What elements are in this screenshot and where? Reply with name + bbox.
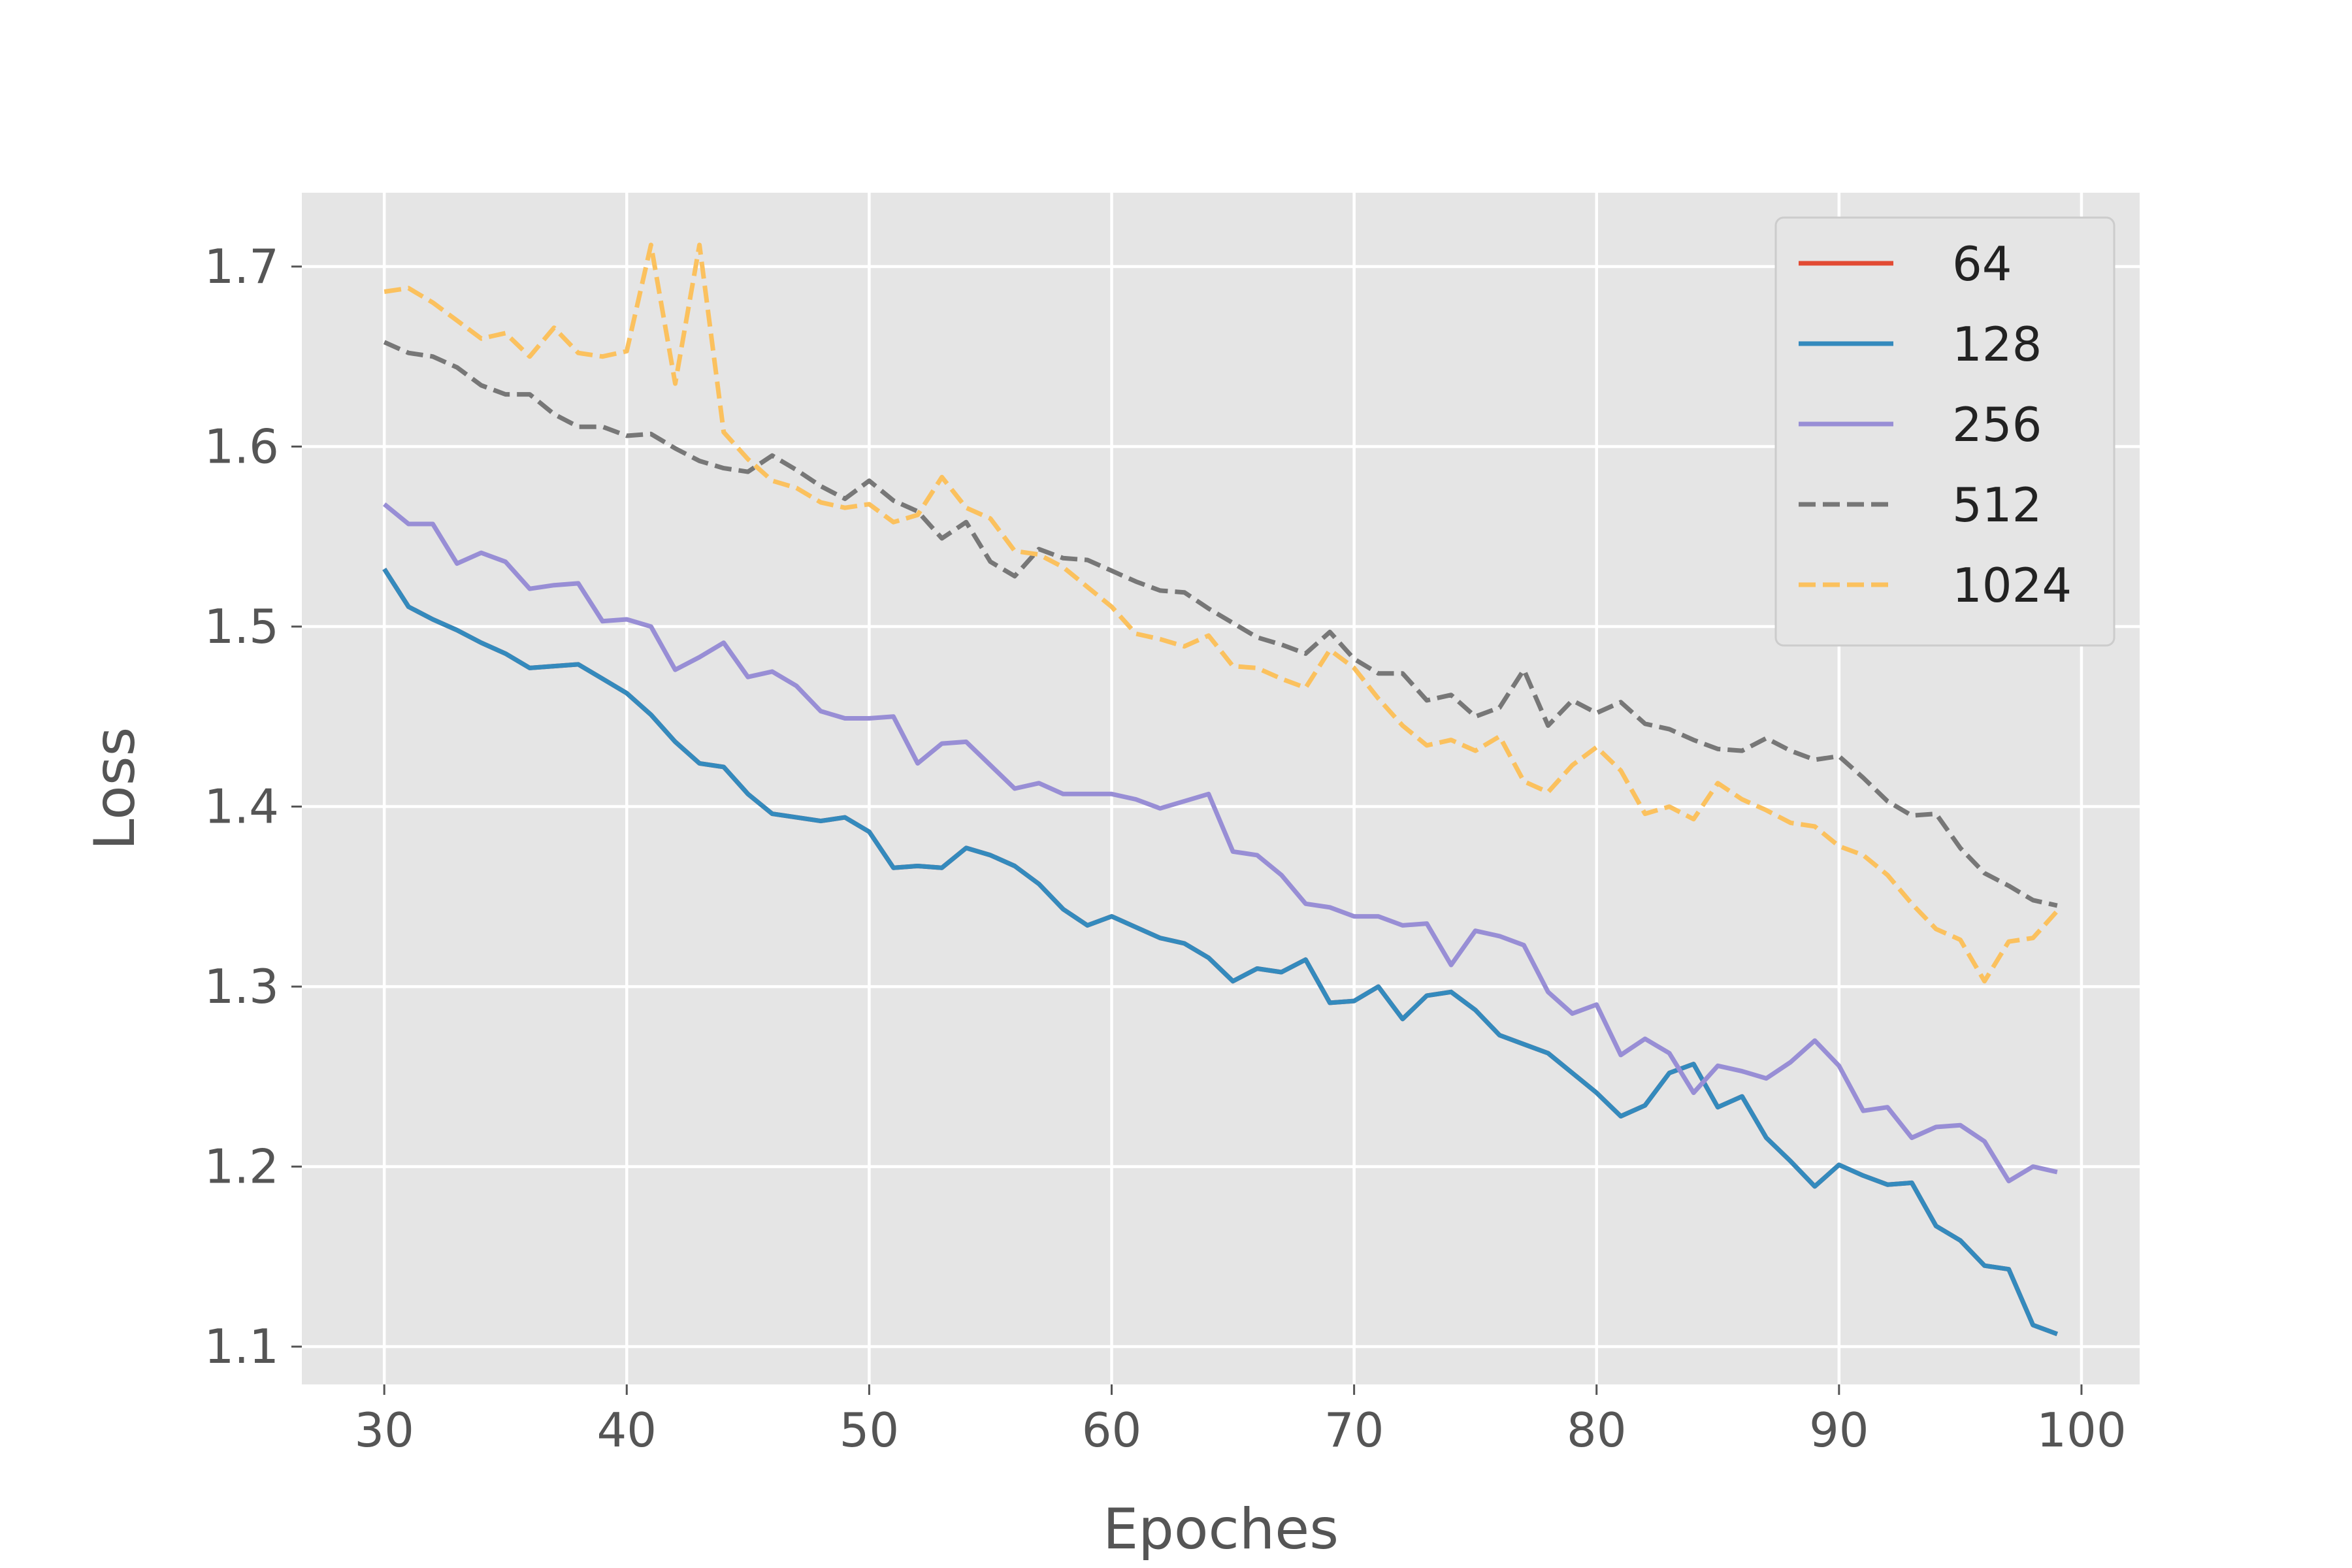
x-tick-label: 50 <box>840 1403 900 1458</box>
y-tick-label: 1.4 <box>204 779 279 834</box>
series-lines <box>382 242 2059 1337</box>
x-tick-label: 60 <box>1082 1403 1142 1458</box>
legend: 64 128 256 512 1024 <box>1774 216 2115 647</box>
x-tick-label: 90 <box>1809 1403 1869 1458</box>
legend-label-64: 64 <box>1952 237 2012 291</box>
y-tick-label: 1.5 <box>204 599 279 654</box>
x-tick-label: 70 <box>1324 1403 1384 1458</box>
legend-label-512: 512 <box>1952 478 2042 532</box>
x-tick-label: 30 <box>354 1403 414 1458</box>
x-tick-label: 100 <box>2036 1403 2126 1458</box>
legend-box <box>1774 216 2115 647</box>
x-tick-label: 80 <box>1567 1403 1627 1458</box>
y-axis-title: Loss <box>82 727 148 851</box>
y-tick-label: 1.1 <box>204 1319 279 1374</box>
x-axis-title: Epoches <box>1103 1497 1339 1562</box>
y-tick-label: 1.3 <box>204 959 279 1014</box>
legend-label-256: 256 <box>1952 397 2042 452</box>
y-tick-label: 1.2 <box>204 1139 279 1194</box>
x-tick-label: 40 <box>596 1403 657 1458</box>
legend-label-128: 128 <box>1952 317 2042 372</box>
legend-label-1024: 1024 <box>1952 558 2072 613</box>
series-line-512 <box>383 340 2058 908</box>
series-line-256 <box>382 502 2058 1184</box>
y-tick-label: 1.6 <box>204 419 279 474</box>
axis-ticks: 30 40 50 60 70 80 90 100 1.1 1.2 1.3 1.4 1.5 1.6 1.7 <box>204 239 2126 1458</box>
series-line-128 <box>382 568 2059 1337</box>
y-tick-label: 1.7 <box>204 239 279 294</box>
series-line-1024 <box>384 242 2059 984</box>
